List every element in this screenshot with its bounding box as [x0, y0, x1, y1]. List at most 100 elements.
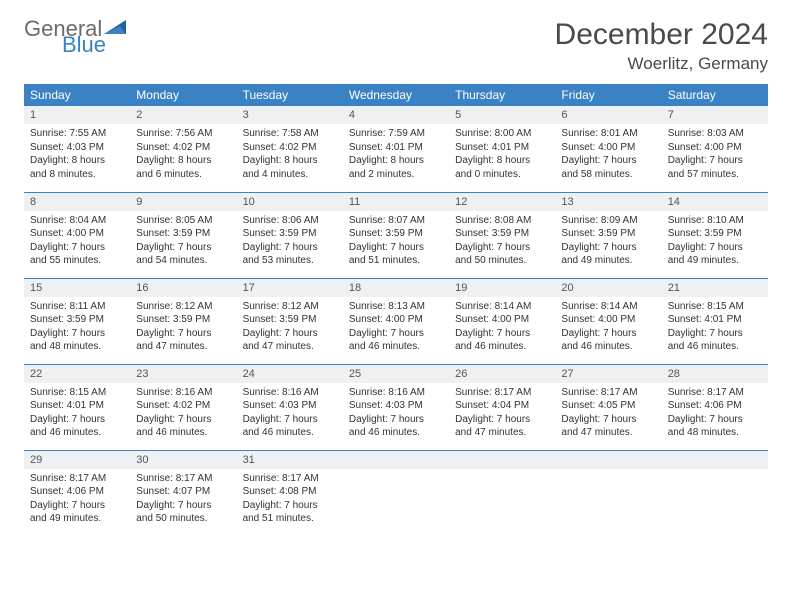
daylight-text: Daylight: 8 hours and 0 minutes.	[455, 154, 549, 181]
day-number: 12	[449, 193, 555, 211]
sunrise-text: Sunrise: 8:11 AM	[30, 300, 124, 314]
day-details: Sunrise: 8:17 AMSunset: 4:07 PMDaylight:…	[130, 469, 236, 530]
day-details: Sunrise: 8:04 AMSunset: 4:00 PMDaylight:…	[24, 211, 130, 272]
weekday-header: Wednesday	[343, 84, 449, 106]
sunrise-text: Sunrise: 8:15 AM	[30, 386, 124, 400]
sunrise-text: Sunrise: 8:00 AM	[455, 127, 549, 141]
daylight-text: Daylight: 7 hours and 49 minutes.	[668, 241, 762, 268]
calendar-cell: 12Sunrise: 8:08 AMSunset: 3:59 PMDayligh…	[449, 192, 555, 278]
day-number-empty	[662, 451, 768, 469]
day-number: 21	[662, 279, 768, 297]
day-number: 2	[130, 106, 236, 124]
calendar-cell: 2Sunrise: 7:56 AMSunset: 4:02 PMDaylight…	[130, 106, 236, 192]
sunset-text: Sunset: 4:00 PM	[561, 141, 655, 155]
day-details: Sunrise: 7:58 AMSunset: 4:02 PMDaylight:…	[237, 124, 343, 185]
sunrise-text: Sunrise: 8:14 AM	[561, 300, 655, 314]
calendar-cell: 7Sunrise: 8:03 AMSunset: 4:00 PMDaylight…	[662, 106, 768, 192]
calendar-cell: 8Sunrise: 8:04 AMSunset: 4:00 PMDaylight…	[24, 192, 130, 278]
sunset-text: Sunset: 4:08 PM	[243, 485, 337, 499]
calendar-cell: 14Sunrise: 8:10 AMSunset: 3:59 PMDayligh…	[662, 192, 768, 278]
sunset-text: Sunset: 3:59 PM	[561, 227, 655, 241]
calendar-cell: 18Sunrise: 8:13 AMSunset: 4:00 PMDayligh…	[343, 278, 449, 364]
daylight-text: Daylight: 7 hours and 51 minutes.	[349, 241, 443, 268]
logo-word-blue: Blue	[62, 34, 128, 56]
daylight-text: Daylight: 7 hours and 46 minutes.	[136, 413, 230, 440]
sunrise-text: Sunrise: 8:16 AM	[243, 386, 337, 400]
daylight-text: Daylight: 7 hours and 46 minutes.	[668, 327, 762, 354]
sunrise-text: Sunrise: 8:14 AM	[455, 300, 549, 314]
title-block: December 2024 Woerlitz, Germany	[555, 18, 768, 74]
sunset-text: Sunset: 3:59 PM	[349, 227, 443, 241]
day-number: 22	[24, 365, 130, 383]
logo-text: General Blue	[24, 18, 128, 56]
calendar-cell: 15Sunrise: 8:11 AMSunset: 3:59 PMDayligh…	[24, 278, 130, 364]
calendar-cell: 20Sunrise: 8:14 AMSunset: 4:00 PMDayligh…	[555, 278, 661, 364]
calendar-cell: 11Sunrise: 8:07 AMSunset: 3:59 PMDayligh…	[343, 192, 449, 278]
daylight-text: Daylight: 7 hours and 49 minutes.	[561, 241, 655, 268]
day-number: 15	[24, 279, 130, 297]
day-number-empty	[343, 451, 449, 469]
page-title: December 2024	[555, 18, 768, 52]
sunset-text: Sunset: 4:00 PM	[561, 313, 655, 327]
sunrise-text: Sunrise: 8:06 AM	[243, 214, 337, 228]
daylight-text: Daylight: 7 hours and 50 minutes.	[136, 499, 230, 526]
sunset-text: Sunset: 4:06 PM	[668, 399, 762, 413]
calendar-cell: 23Sunrise: 8:16 AMSunset: 4:02 PMDayligh…	[130, 364, 236, 450]
day-details: Sunrise: 8:16 AMSunset: 4:03 PMDaylight:…	[343, 383, 449, 444]
calendar-cell: 19Sunrise: 8:14 AMSunset: 4:00 PMDayligh…	[449, 278, 555, 364]
day-number: 30	[130, 451, 236, 469]
sunset-text: Sunset: 3:59 PM	[243, 227, 337, 241]
sunrise-text: Sunrise: 8:10 AM	[668, 214, 762, 228]
calendar-row: 15 Sunrise: 8:11 AMSunset: 3:59 PM Dayligh…	[24, 278, 768, 364]
sunrise-text: Sunrise: 8:16 AM	[136, 386, 230, 400]
daylight-text: Daylight: 7 hours and 54 minutes.	[136, 241, 230, 268]
sunset-text: Sunset: 4:04 PM	[455, 399, 549, 413]
sunrise-text: Sunrise: 8:17 AM	[561, 386, 655, 400]
calendar-row: 1Sunrise: 7:55 AMSunset: 4:03 PMDaylight…	[24, 106, 768, 192]
day-number: 3	[237, 106, 343, 124]
calendar-cell: 30Sunrise: 8:17 AMSunset: 4:07 PMDayligh…	[130, 450, 236, 536]
day-details: Sunrise: 7:59 AMSunset: 4:01 PMDaylight:…	[343, 124, 449, 185]
day-details: Sunrise: 7:55 AMSunset: 4:03 PMDaylight:…	[24, 124, 130, 185]
sunrise-text: Sunrise: 7:56 AM	[136, 127, 230, 141]
daylight-text: Daylight: 7 hours and 50 minutes.	[455, 241, 549, 268]
day-number-empty	[555, 451, 661, 469]
weekday-header: Friday	[555, 84, 661, 106]
day-details: Sunrise: 8:16 AMSunset: 4:02 PMDaylight:…	[130, 383, 236, 444]
sunset-text: Sunset: 4:05 PM	[561, 399, 655, 413]
day-number: 14	[662, 193, 768, 211]
day-details: Sunrise: 8:06 AMSunset: 3:59 PMDaylight:…	[237, 211, 343, 272]
weekday-header: Sunday	[24, 84, 130, 106]
sunset-text: Sunset: 4:02 PM	[136, 399, 230, 413]
daylight-text: Daylight: 7 hours and 46 minutes.	[561, 327, 655, 354]
calendar-cell: 24Sunrise: 8:16 AMSunset: 4:03 PMDayligh…	[237, 364, 343, 450]
day-details: Sunrise: 8:09 AMSunset: 3:59 PMDaylight:…	[555, 211, 661, 272]
daylight-text: Daylight: 8 hours and 4 minutes.	[243, 154, 337, 181]
daylight-text: Daylight: 7 hours and 58 minutes.	[561, 154, 655, 181]
sunset-text: Sunset: 4:01 PM	[668, 313, 762, 327]
weekday-header: Saturday	[662, 84, 768, 106]
daylight-text: Daylight: 7 hours and 57 minutes.	[668, 154, 762, 181]
day-details: Sunrise: 8:12 AMSunset: 3:59 PMDaylight:…	[237, 297, 343, 358]
sunset-text: Sunset: 3:59 PM	[455, 227, 549, 241]
calendar-cell: 31Sunrise: 8:17 AMSunset: 4:08 PMDayligh…	[237, 450, 343, 536]
day-details: Sunrise: 8:00 AMSunset: 4:01 PMDaylight:…	[449, 124, 555, 185]
calendar-cell: 17Sunrise: 8:12 AMSunset: 3:59 PMDayligh…	[237, 278, 343, 364]
sunset-text: Sunset: 3:59 PM	[136, 227, 230, 241]
sunrise-text: Sunrise: 7:58 AM	[243, 127, 337, 141]
weekday-header: Thursday	[449, 84, 555, 106]
sunrise-text: Sunrise: 8:09 AM	[561, 214, 655, 228]
location-label: Woerlitz, Germany	[555, 54, 768, 74]
sunrise-text: Sunrise: 8:07 AM	[349, 214, 443, 228]
daylight-text: Daylight: 8 hours and 8 minutes.	[30, 154, 124, 181]
sunset-text: Sunset: 4:03 PM	[30, 141, 124, 155]
calendar-cell: 1Sunrise: 7:55 AMSunset: 4:03 PMDaylight…	[24, 106, 130, 192]
sunset-text: Sunset: 3:59 PM	[30, 313, 124, 327]
calendar-cell: 21Sunrise: 8:15 AMSunset: 4:01 PMDayligh…	[662, 278, 768, 364]
sunset-text: Sunset: 4:01 PM	[349, 141, 443, 155]
daylight-text: Daylight: 7 hours and 46 minutes.	[349, 327, 443, 354]
sunrise-text: Sunrise: 8:03 AM	[668, 127, 762, 141]
daylight-text: Daylight: 7 hours and 53 minutes.	[243, 241, 337, 268]
header: General Blue December 2024 Woerlitz, Ger…	[24, 18, 768, 74]
day-number: 27	[555, 365, 661, 383]
